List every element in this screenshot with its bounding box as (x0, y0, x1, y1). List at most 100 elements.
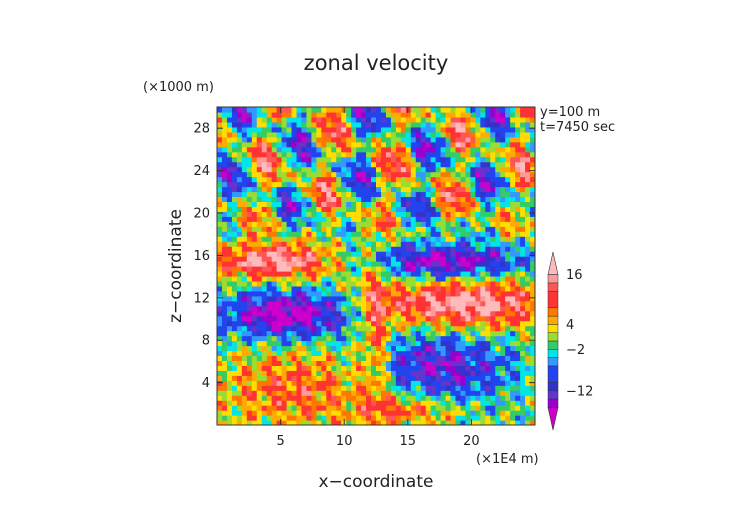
heatmap-cell (470, 400, 476, 406)
heatmap-cell (430, 360, 437, 366)
heatmap-cell (296, 176, 303, 183)
heatmap-cell (455, 156, 462, 163)
heatmap-cell (435, 256, 442, 262)
heatmap-cell (510, 360, 516, 366)
heatmap-cell (515, 206, 521, 212)
heatmap-cell (410, 375, 417, 381)
heatmap-cell (371, 171, 377, 178)
heatmap-cell (390, 171, 397, 178)
heatmap-cell (390, 400, 397, 406)
heatmap-cell (415, 300, 422, 307)
heatmap-cell (405, 395, 412, 401)
heatmap-cell (440, 236, 447, 242)
heatmap-cell (500, 131, 506, 138)
heatmap-cell (455, 355, 462, 362)
heatmap-cell (485, 191, 491, 198)
heatmap-cell (366, 211, 372, 217)
heatmap-cell (346, 340, 352, 347)
heatmap-cell (221, 126, 228, 133)
heatmap-cell (410, 226, 417, 232)
heatmap-cell (440, 410, 447, 416)
heatmap-cell (495, 350, 501, 357)
heatmap-cell (341, 116, 347, 123)
heatmap-cell (520, 256, 526, 262)
heatmap-cell (385, 415, 392, 421)
heatmap-cell (217, 121, 223, 128)
heatmap-cell (226, 315, 233, 322)
heatmap-cell (231, 420, 238, 425)
heatmap-cell (410, 355, 417, 362)
heatmap-cell (271, 156, 278, 163)
heatmap-cell (440, 186, 447, 193)
heatmap-cell (306, 380, 313, 386)
heatmap-cell (460, 360, 467, 366)
heatmap-cell (256, 285, 263, 292)
heatmap-cell (326, 350, 332, 357)
heatmap-cell (236, 211, 243, 217)
heatmap-cell (236, 246, 243, 252)
heatmap-cell (316, 325, 322, 332)
heatmap-cell (226, 236, 233, 242)
heatmap-cell (316, 320, 322, 327)
heatmap-cell (505, 325, 511, 332)
heatmap-cell (465, 335, 472, 342)
heatmap-cell (261, 295, 268, 302)
heatmap-cell (361, 340, 367, 347)
heatmap-cell (336, 206, 342, 212)
heatmap-cell (520, 275, 526, 282)
heatmap-cell (495, 370, 501, 376)
heatmap-cell (520, 390, 526, 396)
heatmap-cell (256, 300, 263, 307)
heatmap-cell (480, 166, 486, 173)
heatmap-cell (490, 221, 496, 227)
heatmap-cell (301, 330, 308, 337)
heatmap-cell (221, 111, 228, 118)
heatmap-cell (306, 151, 313, 158)
heatmap-cell (525, 320, 531, 327)
heatmap-cell (231, 231, 238, 237)
heatmap-cell (495, 121, 501, 128)
heatmap-cell (510, 275, 516, 282)
heatmap-cell (356, 266, 362, 272)
heatmap-cell (217, 221, 223, 227)
heatmap-cell (266, 251, 273, 257)
heatmap-cell (465, 300, 472, 307)
heatmap-cell (465, 226, 472, 232)
heatmap-cell (326, 186, 332, 193)
heatmap-cell (440, 231, 447, 237)
heatmap-cell (321, 410, 327, 416)
heatmap-cell (405, 380, 412, 386)
heatmap-cell (356, 261, 362, 267)
heatmap-cell (405, 350, 412, 357)
heatmap-cell (490, 300, 496, 307)
heatmap-cell (266, 116, 273, 123)
heatmap-cell (217, 201, 223, 207)
heatmap-cell (505, 300, 511, 307)
heatmap-cell (351, 300, 357, 307)
heatmap-cell (341, 176, 347, 183)
heatmap-cell (400, 116, 407, 123)
heatmap-cell (311, 226, 317, 232)
heatmap-cell (296, 380, 303, 386)
heatmap-cell (361, 280, 367, 287)
heatmap-cell (246, 221, 253, 227)
heatmap-cell (286, 415, 293, 421)
heatmap-cell (520, 131, 526, 138)
heatmap-cell (306, 211, 313, 217)
heatmap-cell (321, 390, 327, 396)
heatmap-cell (291, 395, 298, 401)
heatmap-cell (430, 216, 437, 222)
heatmap-cell (455, 226, 462, 232)
heatmap-cell (530, 111, 535, 118)
heatmap-cell (331, 375, 337, 381)
heatmap-cell (296, 246, 303, 252)
heatmap-cell (251, 400, 258, 406)
heatmap-cell (301, 405, 308, 411)
heatmap-cell (470, 131, 476, 138)
heatmap-cell (226, 221, 233, 227)
heatmap-cell (510, 335, 516, 342)
heatmap-cell (341, 395, 347, 401)
heatmap-cell (480, 370, 486, 376)
heatmap-cell (385, 211, 392, 217)
heatmap-cell (326, 285, 332, 292)
